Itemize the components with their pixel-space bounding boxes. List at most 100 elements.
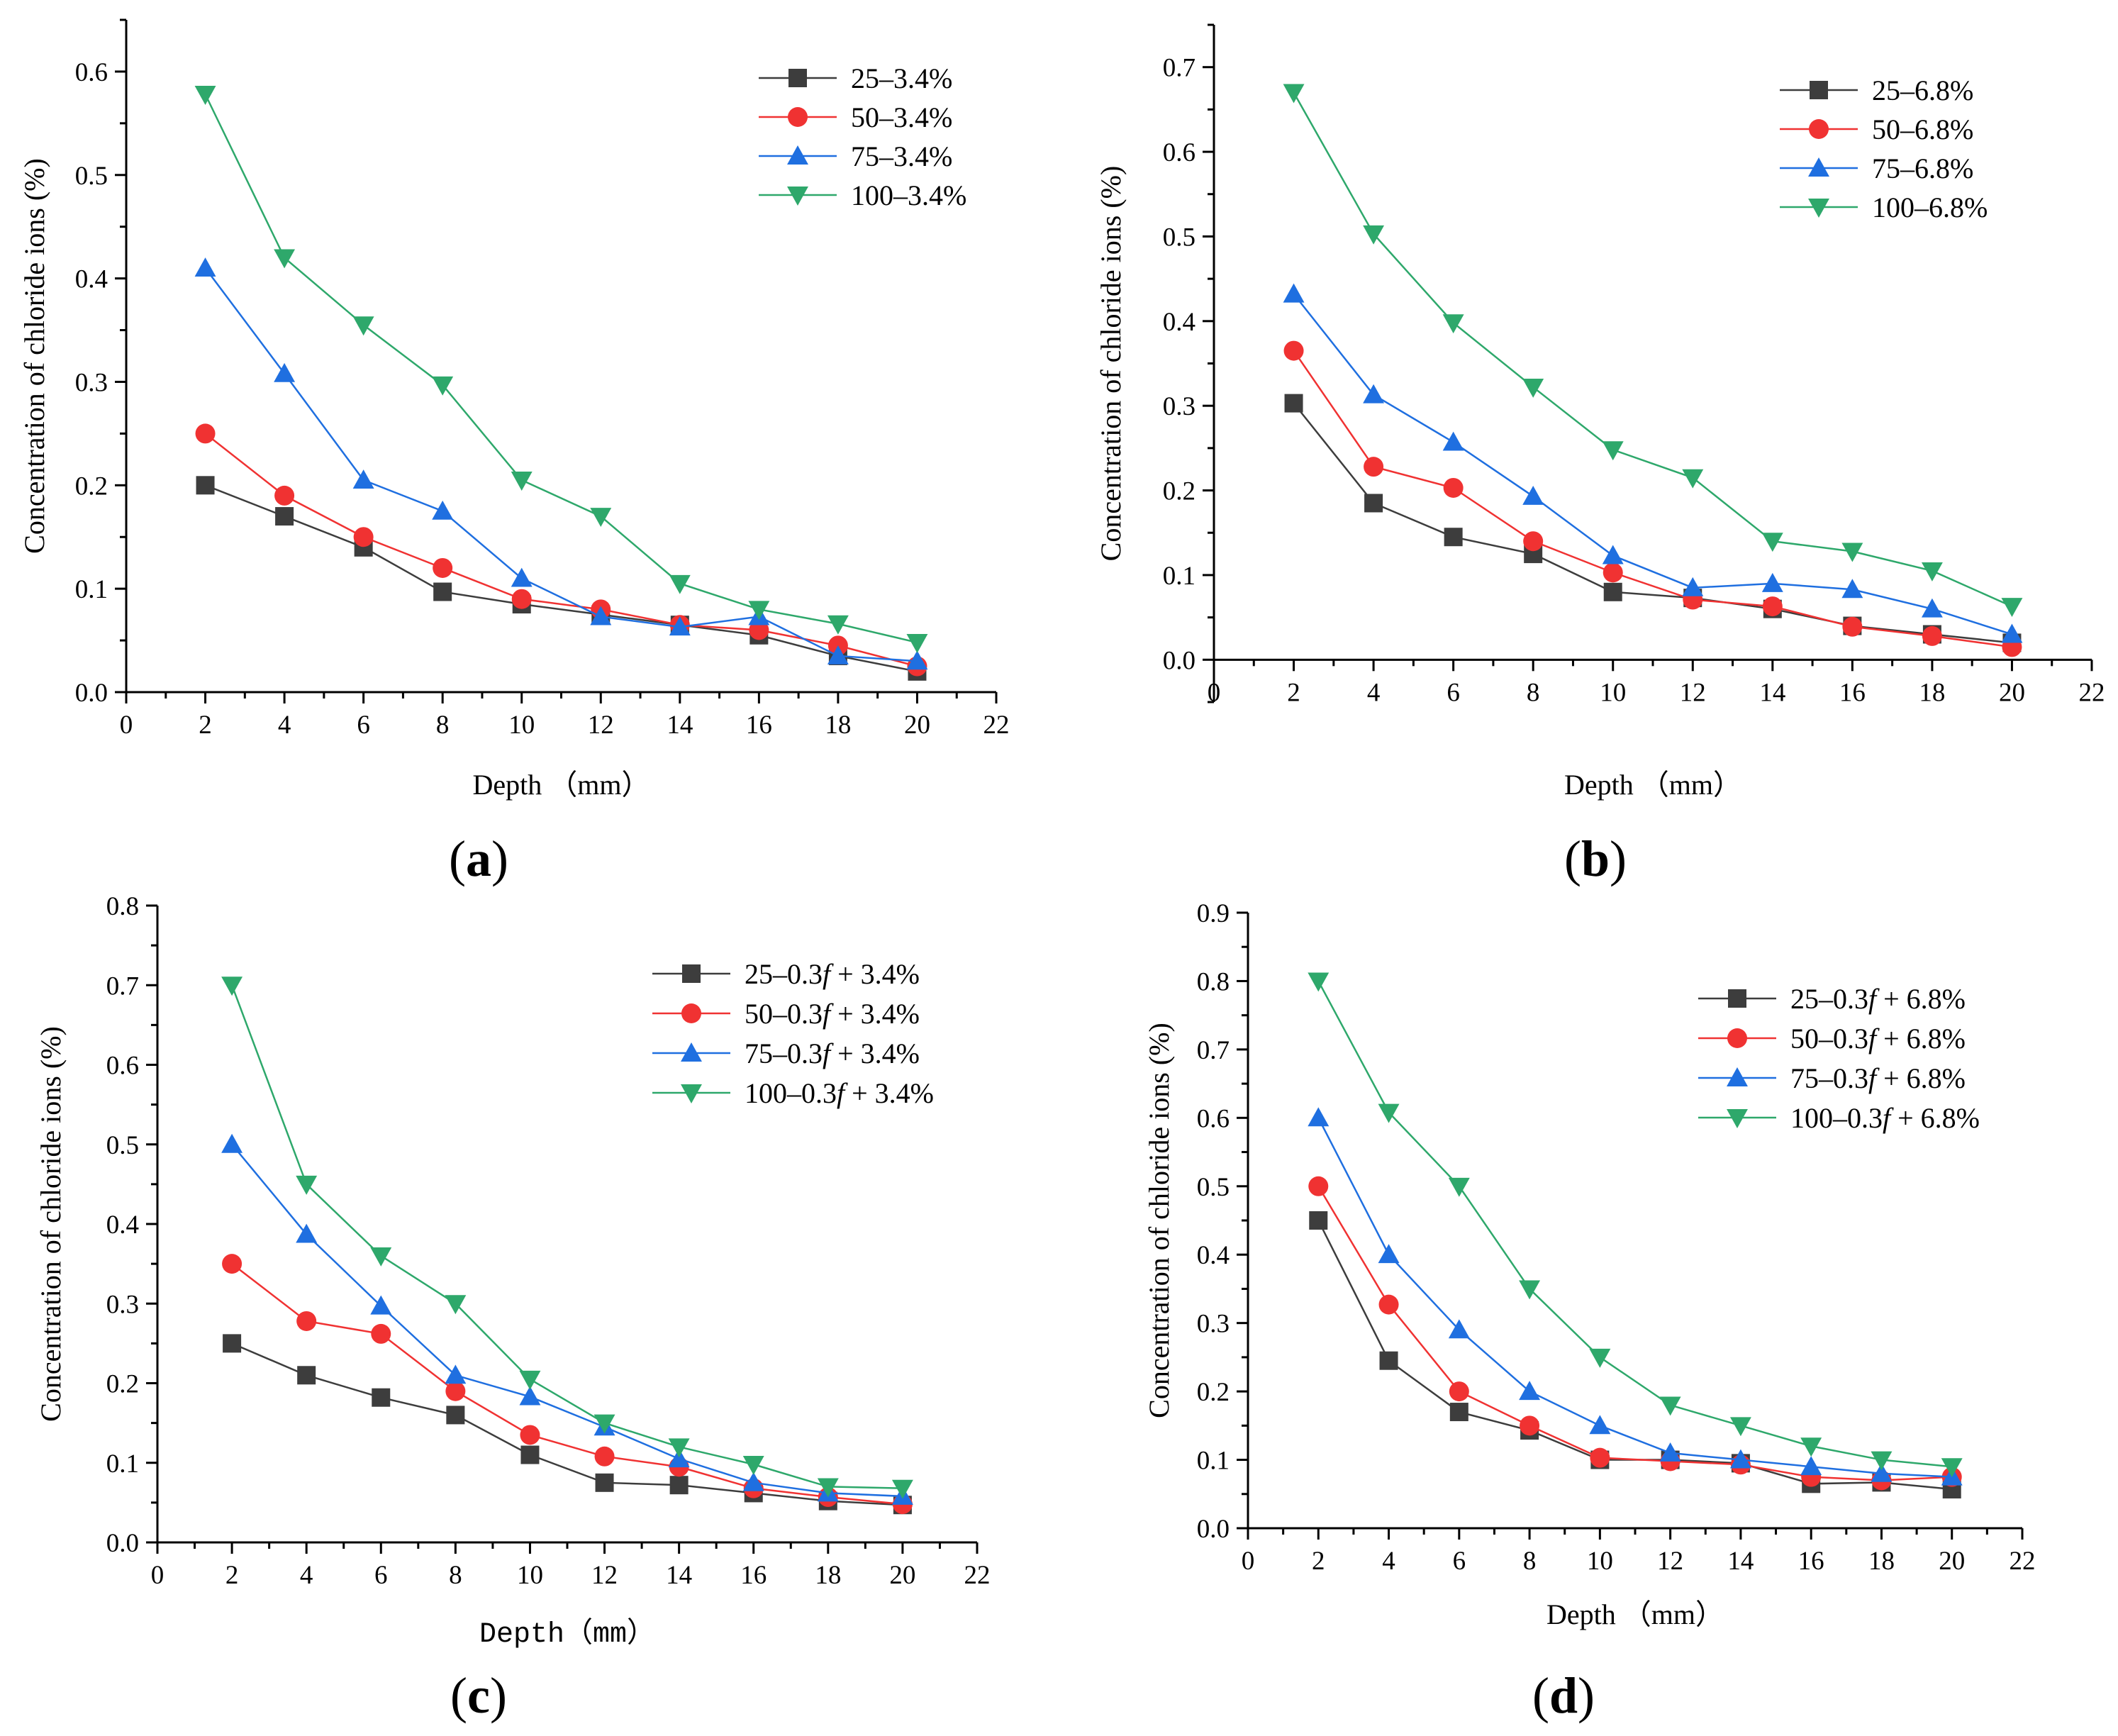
y-tick-label: 0.1 — [106, 1450, 139, 1479]
data-point — [1602, 441, 1624, 461]
x-tick-label: 6 — [374, 1561, 388, 1590]
data-point — [1522, 378, 1544, 398]
data-point — [1659, 1442, 1681, 1462]
x-tick-label: 8 — [436, 711, 450, 740]
data-point — [520, 1445, 540, 1464]
data-point — [519, 1386, 541, 1406]
y-tick-label: 0.4 — [1197, 1241, 1230, 1270]
data-point — [445, 1381, 466, 1401]
x-tick-label: 4 — [278, 711, 291, 740]
x-tick-label: 16 — [746, 711, 772, 740]
y-tick-label: 0.7 — [1197, 1036, 1230, 1065]
x-tick-label: 22 — [983, 711, 1010, 740]
y-tick-label: 0.1 — [1163, 562, 1195, 591]
data-point — [1729, 1417, 1751, 1437]
x-tick-label: 16 — [740, 1561, 767, 1590]
data-point — [1363, 225, 1385, 245]
legend-marker — [681, 1042, 702, 1062]
series-line-2 — [231, 1263, 903, 1506]
data-point — [748, 601, 770, 621]
y-tick-label: 0.7 — [1163, 54, 1195, 83]
y-axis-title: Concentration of chloride ions (%) — [1095, 166, 1127, 562]
x-tick-label: 10 — [1600, 678, 1626, 707]
data-point — [433, 582, 452, 601]
y-tick-label: 0.6 — [106, 1052, 139, 1081]
x-axis-title: Depth （mm） — [1546, 1598, 1724, 1630]
chart-panel-c: 0 2 4 6 8 10 12 14 16 18 20 22 0.0 0.1 0.2 0.3 0.4 0.5 0.6… — [35, 892, 991, 1724]
x-tick-label: 20 — [1999, 678, 2025, 707]
legend-marker — [788, 69, 807, 87]
legend-marker — [1808, 199, 1829, 218]
y-tick-label: 0.0 — [75, 679, 108, 708]
data-point — [669, 1476, 689, 1495]
data-point — [1379, 1351, 1398, 1370]
data-point — [1603, 562, 1623, 583]
data-point — [1378, 1244, 1400, 1264]
x-tick-label: 14 — [1727, 1547, 1754, 1576]
legend-marker — [1809, 119, 1829, 139]
data-point — [195, 423, 216, 444]
data-point — [1729, 1449, 1751, 1469]
x-tick-label: 10 — [1587, 1547, 1613, 1576]
legend-label: 75–3.4% — [851, 140, 952, 172]
data-point — [1761, 572, 1783, 592]
data-point — [1761, 533, 1783, 552]
y-axis-title: Concentration of chloride ions (%) — [18, 158, 50, 554]
x-tick-label: 2 — [225, 1561, 239, 1590]
data-point — [593, 1414, 615, 1434]
y-tick-label: 0.4 — [1163, 308, 1195, 337]
legend-label: 100–0.3f + 3.4% — [745, 1077, 934, 1109]
x-tick-label: 0 — [1208, 678, 1221, 707]
data-point — [906, 634, 928, 653]
series-line-1 — [205, 484, 918, 673]
data-point — [1520, 1415, 1540, 1436]
x-tick-label: 6 — [357, 711, 370, 740]
x-tick-label: 18 — [1919, 678, 1945, 707]
x-tick-label: 20 — [889, 1561, 915, 1590]
data-point — [817, 1478, 839, 1498]
legend-label: 100–6.8% — [1872, 191, 1988, 223]
data-point — [742, 1456, 764, 1475]
data-point — [594, 1446, 615, 1467]
data-point — [1921, 562, 1943, 582]
legend-marker — [787, 187, 808, 206]
data-point — [297, 1366, 316, 1385]
data-point — [1519, 1381, 1541, 1401]
data-point — [511, 567, 533, 587]
x-tick-label: 22 — [964, 1561, 991, 1590]
x-tick-label: 0 — [151, 1561, 165, 1590]
x-tick-label: 10 — [517, 1561, 543, 1590]
data-point — [274, 485, 295, 506]
data-point — [223, 1334, 242, 1353]
data-point — [1800, 1437, 1822, 1457]
series-line-4 — [230, 984, 903, 1489]
series-line-4 — [1293, 91, 2012, 608]
series-line-2 — [1293, 350, 2012, 648]
y-tick-label: 0.5 — [106, 1131, 139, 1160]
data-point — [194, 86, 216, 105]
data-point — [1762, 596, 1783, 617]
legend-marker — [1727, 1067, 1748, 1086]
legend-marker — [681, 1003, 701, 1023]
data-point — [669, 616, 691, 636]
series-line-3 — [1317, 1117, 1952, 1478]
series-line-4 — [1317, 980, 1952, 1468]
data-point — [446, 1406, 465, 1425]
data-point — [590, 508, 612, 528]
x-tick-label: 4 — [300, 1561, 313, 1590]
data-point — [1363, 384, 1385, 404]
data-point — [1589, 1348, 1611, 1368]
data-point — [352, 469, 374, 489]
x-axis-title: Depth （mm） — [473, 769, 650, 801]
x-tick-label: 16 — [1798, 1547, 1824, 1576]
y-tick-label: 0.2 — [1163, 477, 1195, 506]
panel-label: (a) — [449, 830, 508, 887]
data-point — [296, 1175, 318, 1195]
data-point — [590, 606, 612, 625]
series-line-2 — [204, 433, 918, 667]
data-point — [668, 1448, 690, 1468]
data-point — [222, 1254, 243, 1274]
legend-label: 75–0.3f + 3.4% — [745, 1037, 920, 1069]
x-tick-label: 4 — [1367, 678, 1381, 707]
